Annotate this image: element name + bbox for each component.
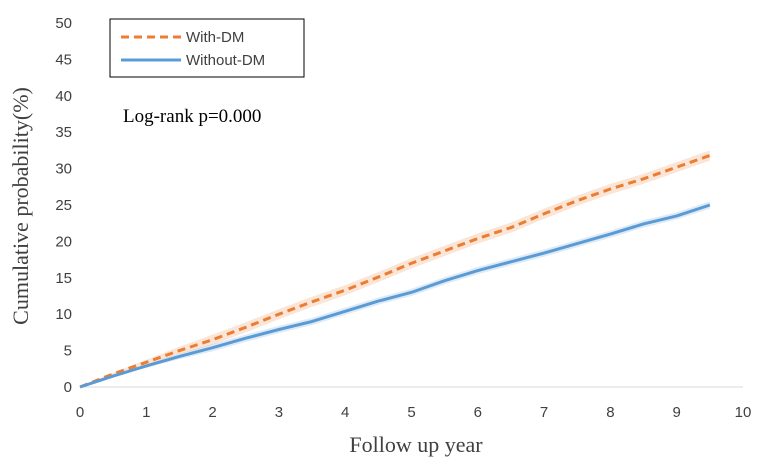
y-tick-label: 0 [64,379,72,396]
legend-label-with-dm: With-DM [186,29,244,46]
x-tick-label: 7 [540,404,548,421]
x-tick-label: 0 [76,404,84,421]
x-tick-labels: 0 1 2 3 4 5 6 7 8 9 10 [76,404,752,421]
x-tick-label: 9 [673,404,681,421]
confidence-bands [80,150,710,387]
x-tick-label: 10 [735,404,752,421]
y-tick-label: 40 [55,88,72,105]
x-tick-label: 5 [407,404,415,421]
legend: With-DM Without-DM [109,18,305,78]
series-line [79,203,711,389]
y-tick-label: 35 [55,124,72,141]
y-tick-label: 45 [55,51,72,68]
x-tick-label: 1 [142,404,150,421]
x-tick-label: 4 [341,404,349,421]
x-tick-label: 8 [606,404,614,421]
y-tick-label: 5 [64,343,72,360]
confidence-band [80,150,710,387]
x-tick-label: 3 [275,404,283,421]
y-tick-label: 25 [55,197,72,214]
y-tick-label: 15 [55,270,72,287]
y-tick-labels: 0 5 10 15 20 25 30 35 40 45 50 [55,15,72,396]
y-tick-label: 10 [55,306,72,323]
x-axis-title: Follow up year [349,432,483,457]
series-line [79,154,711,389]
y-tick-label: 30 [55,161,72,178]
y-axis-title: Cumulative probability(%) [8,87,33,325]
y-tick-label: 50 [55,15,72,32]
x-tick-label: 6 [474,404,482,421]
y-tick-label: 20 [55,233,72,250]
x-tick-label: 2 [208,404,216,421]
legend-label-without-dm: Without-DM [186,52,265,69]
legend-box [109,18,305,78]
log-rank-annotation: Log-rank p=0.000 [123,106,261,127]
series-lines [79,154,711,389]
